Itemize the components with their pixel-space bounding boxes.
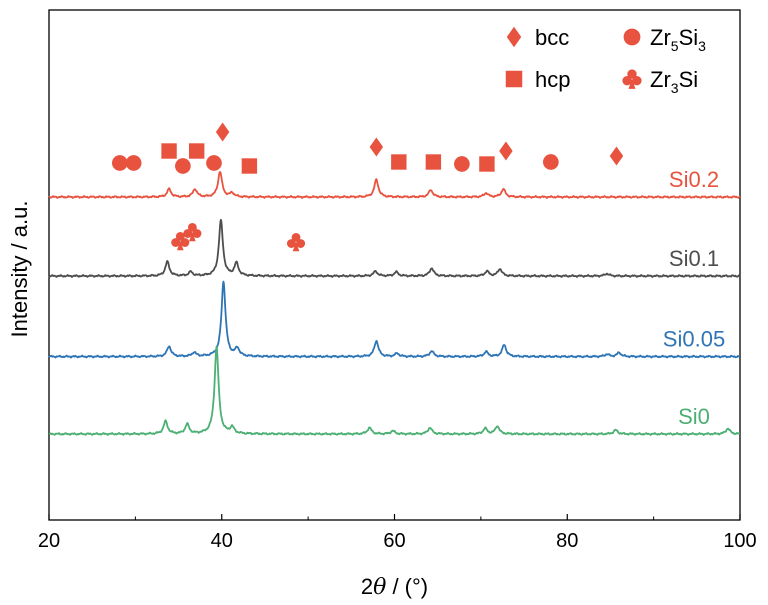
square-shape: [161, 143, 177, 159]
club-lobe: [632, 75, 642, 86]
phase-marker-circle: [542, 154, 559, 170]
phase-marker-diamond: [499, 141, 513, 161]
club-lobe: [291, 232, 301, 242]
phase-marker-circle: [111, 155, 128, 171]
square-shape: [479, 156, 495, 172]
club-lobe: [627, 69, 637, 79]
x-tick-label: 40: [211, 530, 233, 552]
circle-shape: [623, 28, 641, 46]
square-shape: [241, 158, 258, 174]
phase-marker-circle: [125, 155, 142, 171]
phase-marker-square: [241, 158, 258, 174]
phase-marker-circle: [454, 156, 470, 172]
club-lobe: [622, 75, 632, 86]
legend-label: Zr3Si: [650, 67, 698, 96]
x-tick-label: 80: [556, 530, 578, 552]
x-tick-label: 100: [723, 530, 756, 552]
phase-marker-diamond: [215, 122, 230, 142]
series-line-Si0: [48, 345, 741, 436]
phase-marker-square: [391, 154, 407, 170]
diamond-shape: [506, 26, 522, 48]
axes: 20 40 60 80 100 2θ / (°) Intensity / a.u.: [7, 9, 757, 600]
series-line-Si0-05: [48, 280, 741, 359]
y-axis-label: Intensity / a.u.: [7, 201, 32, 338]
circle-shape: [542, 154, 559, 170]
legend-symbol-square: [505, 70, 523, 88]
legend-label-part: Si: [679, 25, 699, 50]
phase-marker-diamond: [609, 146, 624, 166]
series-line-Si0-1: [48, 218, 741, 278]
legend-label-subscript: 3: [698, 38, 706, 54]
club-lobe: [187, 222, 197, 232]
phase-marker-club: [286, 232, 306, 252]
legend-label-part: Zr: [650, 25, 671, 50]
club-lobe: [296, 239, 306, 248]
legend-label-subscript: 3: [671, 80, 679, 96]
phase-marker-square: [479, 156, 495, 172]
circle-shape: [125, 155, 142, 171]
legend-label: Zr5Si3: [650, 25, 706, 54]
series-line-Si0-2: [48, 171, 741, 199]
series-labels: Si0.2 Si0.1 Si0.05 Si0: [663, 167, 725, 429]
legend-symbol-diamond: [506, 26, 522, 48]
club-stem: [189, 232, 196, 242]
legend-label: hcp: [535, 67, 570, 92]
phase-marker-square: [161, 143, 177, 159]
club-lobe: [171, 238, 181, 247]
club-stem: [292, 242, 300, 252]
legend-symbol-club: [622, 69, 642, 89]
plot-frame: [48, 9, 741, 521]
series-label: Si0.05: [663, 327, 725, 352]
square-shape: [391, 154, 407, 170]
x-axis-label-symbol: θ: [373, 575, 386, 600]
diamond-shape: [609, 146, 624, 166]
circle-shape: [454, 156, 470, 172]
diamond-shape: [499, 141, 513, 161]
phase-marker-square: [425, 154, 442, 170]
square-shape: [189, 143, 205, 159]
x-tick-label: 60: [383, 530, 405, 552]
phase-marker-club: [171, 231, 190, 251]
phase-marker-circle: [206, 155, 222, 171]
club-stem: [628, 79, 636, 89]
phase-marker-square: [189, 143, 205, 159]
diamond-shape: [369, 137, 384, 157]
club-lobe: [192, 229, 202, 238]
x-axis-label: 2θ / (°): [361, 574, 428, 600]
club-lobe: [180, 238, 190, 247]
series-layer: [48, 171, 741, 436]
club-lobe: [286, 239, 296, 248]
series-label: Si0: [678, 404, 710, 429]
phase-marker-circle: [175, 158, 191, 174]
legend-symbol-circle: [623, 28, 641, 46]
circle-shape: [111, 155, 128, 171]
circle-shape: [206, 155, 222, 171]
legend-label: bcc: [535, 25, 569, 50]
club-lobe: [175, 231, 185, 241]
legend-label-part: Zr: [650, 67, 671, 92]
series-label: Si0.1: [669, 246, 719, 271]
square-shape: [425, 154, 442, 170]
x-axis-label-prefix: 2: [361, 574, 373, 599]
phase-markers: [111, 122, 624, 252]
circle-shape: [175, 158, 191, 174]
phase-marker-diamond: [369, 137, 384, 157]
club-stem: [176, 241, 184, 251]
club-lobe: [183, 229, 193, 238]
phase-marker-club: [183, 222, 202, 242]
series-label: Si0.2: [669, 167, 719, 192]
legend-label-subscript: 5: [671, 38, 679, 54]
diamond-shape: [215, 122, 230, 142]
square-shape: [505, 70, 523, 88]
legend-label-part: Si: [679, 67, 699, 92]
x-tick-label: 20: [38, 530, 60, 552]
x-axis-label-unit: / (°): [386, 574, 428, 599]
